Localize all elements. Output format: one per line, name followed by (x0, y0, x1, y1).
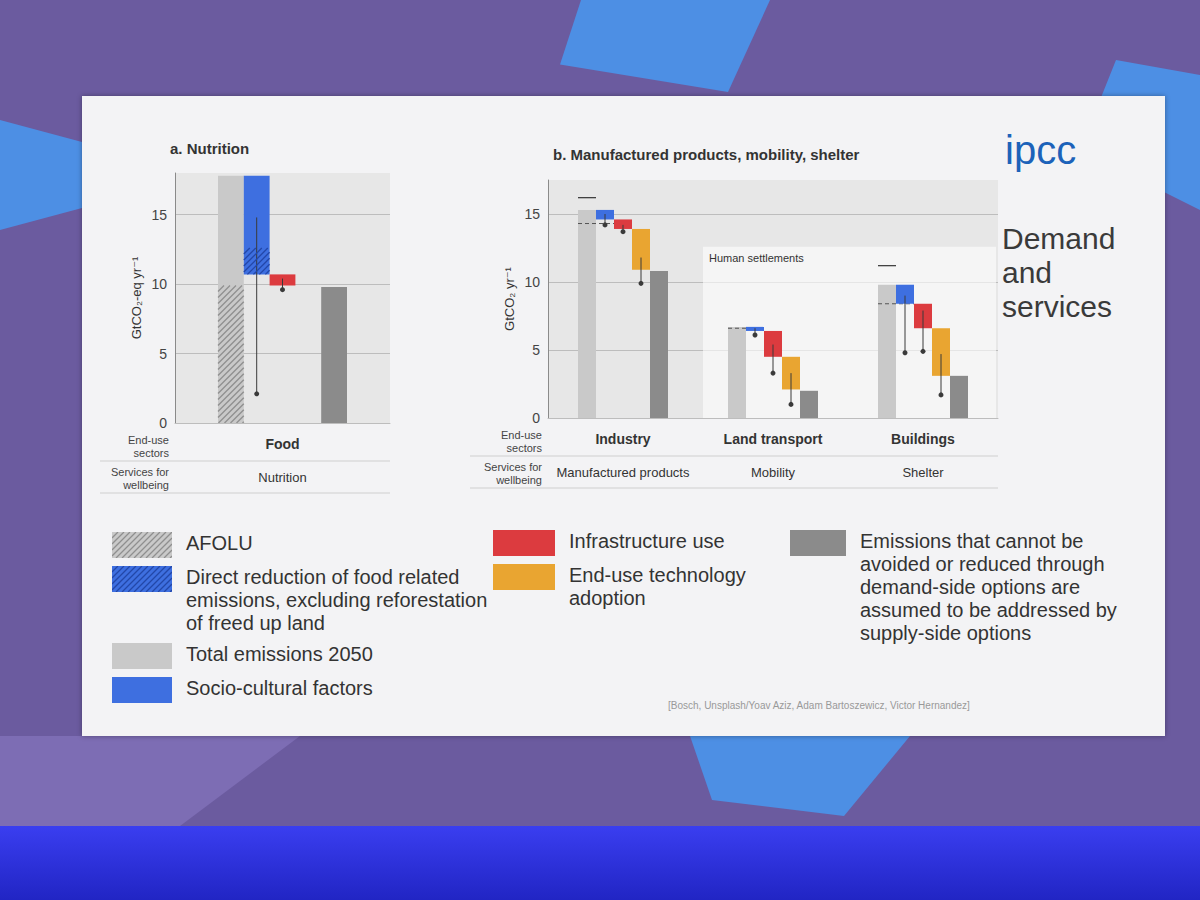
svg-text:Manufactured products: Manufactured products (557, 465, 690, 480)
svg-text:wellbeing: wellbeing (495, 474, 542, 486)
html-text:Socio-cultural factors: Socio-cultural factors (186, 677, 373, 699)
svg-text:Buildings: Buildings (891, 431, 955, 447)
svg-text:5: 5 (159, 346, 167, 362)
svg-text:15: 15 (151, 207, 167, 223)
html-text:Emissions that cannot be avoid: Emissions that cannot be avoided or redu… (860, 530, 1117, 644)
svg-text:sectors: sectors (507, 442, 543, 454)
html-text:Infrastructure use: Infrastructure use (569, 530, 725, 552)
html-text:Total emissions 2050: Total emissions 2050 (186, 643, 373, 665)
svg-text:15: 15 (524, 206, 540, 222)
svg-text:Human settlements: Human settlements (709, 252, 804, 264)
svg-text:sectors: sectors (134, 447, 170, 459)
html-text:End-use technology adoption: End-use technology adoption (569, 564, 746, 609)
svg-text:Nutrition: Nutrition (258, 470, 306, 485)
svg-text:Mobility: Mobility (751, 465, 796, 480)
svg-text:Land transport: Land transport (724, 431, 823, 447)
svg-text:Shelter: Shelter (902, 465, 944, 480)
svg-text:Industry: Industry (595, 431, 650, 447)
svg-text:0: 0 (532, 410, 540, 426)
svg-text:a. Nutrition: a. Nutrition (170, 140, 249, 157)
svg-text:GtCO₂-eq yr⁻¹: GtCO₂-eq yr⁻¹ (129, 256, 144, 339)
svg-text:wellbeing: wellbeing (122, 479, 169, 491)
svg-text:GtCO₂ yr⁻¹: GtCO₂ yr⁻¹ (502, 266, 517, 331)
svg-text:End-use: End-use (501, 429, 542, 441)
svg-text:Services for: Services for (111, 466, 169, 478)
svg-text:Food: Food (265, 436, 299, 452)
html-text:Demand and services: Demand and services (1002, 222, 1116, 323)
svg-text:10: 10 (524, 274, 540, 290)
svg-text:Services for: Services for (484, 461, 542, 473)
svg-text:0: 0 (159, 415, 167, 431)
html-text:AFOLU: AFOLU (186, 532, 253, 554)
html-text:Direct reduction of food relat: Direct reduction of food related emissio… (186, 566, 488, 634)
svg-text:End-use: End-use (128, 434, 169, 446)
svg-text:10: 10 (151, 276, 167, 292)
html-text:[Bosch, Unsplash/Yoav Aziz, Ad: [Bosch, Unsplash/Yoav Aziz, Adam Bartosz… (668, 700, 970, 711)
svg-text:5: 5 (532, 342, 540, 358)
svg-text:b. Manufactured products, mobi: b. Manufactured products, mobility, shel… (553, 146, 860, 163)
html-text:ipcc: ipcc (1005, 128, 1077, 172)
